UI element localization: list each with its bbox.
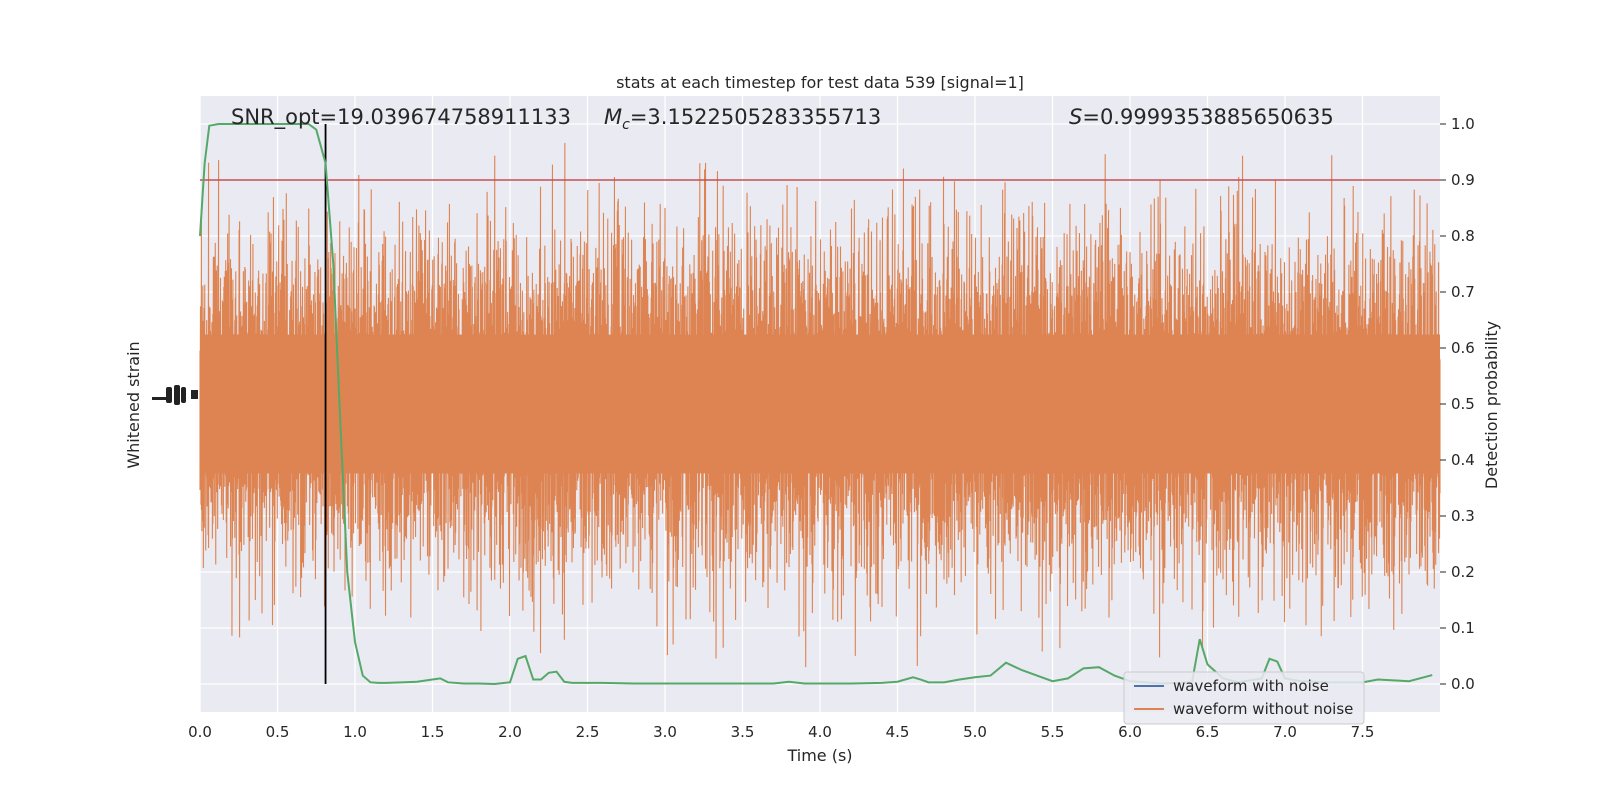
y-right-axis-ticks: 0.0 0.1 0.2 0.3 0.4 0.5 0.6 0.7 0.8 0.9 1.0 — [1440, 115, 1475, 693]
x-tick-label: 7.0 — [1273, 723, 1297, 741]
x-tick-label: 3.5 — [731, 723, 755, 741]
y-right-tick-label: 0.4 — [1451, 451, 1475, 469]
x-axis-label: Time (s) — [786, 746, 852, 765]
y-right-tick-label: 0.6 — [1451, 339, 1475, 357]
series-waveform-without-noise — [199, 142, 1441, 668]
x-tick-label: 1.5 — [421, 723, 445, 741]
chart-title: stats at each timestep for test data 539… — [616, 73, 1024, 92]
y-right-tick-label: 0.9 — [1451, 171, 1475, 189]
snr-annotation: SNR_opt=19.039674758911133 — [231, 105, 571, 130]
y-right-tick-label: 1.0 — [1451, 115, 1475, 133]
x-tick-label: 5.0 — [963, 723, 987, 741]
legend: waveform with noise waveform without noi… — [1123, 671, 1365, 725]
y-right-tick-label: 0.1 — [1451, 619, 1475, 637]
x-tick-label: 4.5 — [886, 723, 910, 741]
s-annotation: S=0.9999353885650635 — [1069, 105, 1334, 129]
y-left-axis-label: Whitened strain — [124, 341, 143, 468]
legend-box — [1123, 671, 1365, 725]
y-right-tick-label: 0.0 — [1451, 675, 1475, 693]
x-tick-label: 0.5 — [266, 723, 290, 741]
y-right-axis-label: Detection probability — [1482, 321, 1501, 489]
x-tick-label: 6.0 — [1118, 723, 1142, 741]
x-axis-ticks: 0.0 0.5 1.0 1.5 2.0 2.5 3.0 3.5 4.0 4.5 5.0 5.5 6.0 6… — [188, 723, 1374, 741]
x-tick-label: 1.0 — [343, 723, 367, 741]
x-tick-label: 2.0 — [498, 723, 522, 741]
left-axis-clutter — [152, 385, 198, 405]
y-right-tick-label: 0.3 — [1451, 507, 1475, 525]
x-tick-label: 2.5 — [576, 723, 600, 741]
y-right-tick-label: 0.8 — [1451, 227, 1475, 245]
series-detection-probability — [199, 123, 1433, 686]
legend-label-with-noise: waveform with noise — [1173, 677, 1329, 695]
legend-label-without-noise: waveform without noise — [1173, 700, 1353, 718]
x-tick-label: 0.0 — [188, 723, 212, 741]
x-tick-label: 3.0 — [653, 723, 677, 741]
x-tick-label: 4.0 — [808, 723, 832, 741]
y-right-tick-label: 0.7 — [1451, 283, 1475, 301]
x-tick-label: 6.5 — [1196, 723, 1220, 741]
waveform-trace — [199, 142, 1441, 668]
y-right-tick-label: 0.2 — [1451, 563, 1475, 581]
x-tick-label: 5.5 — [1041, 723, 1065, 741]
mc-annotation: Mc=3.1522505283355713 — [604, 105, 881, 133]
x-tick-label: 7.5 — [1351, 723, 1375, 741]
y-right-tick-label: 0.5 — [1451, 395, 1475, 413]
